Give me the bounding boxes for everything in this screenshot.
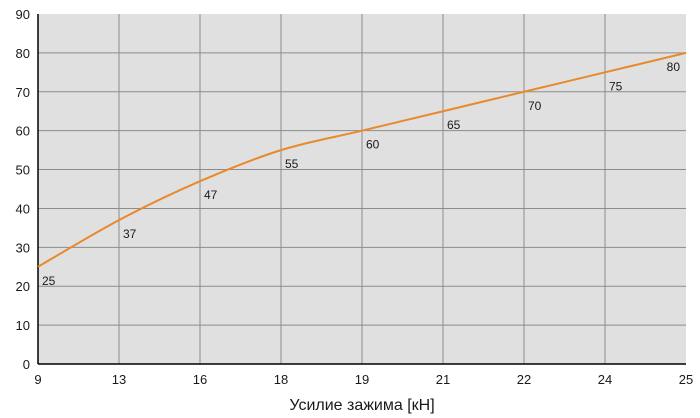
data-label: 55: [285, 157, 299, 171]
x-tick-label: 25: [679, 372, 693, 387]
data-label: 70: [528, 99, 542, 113]
y-tick-label: 30: [16, 240, 30, 255]
y-tick-label: 70: [16, 85, 30, 100]
y-tick-label: 80: [16, 46, 30, 61]
x-tick-label: 16: [193, 372, 207, 387]
x-axis-ticks: 9 13 16 18 19 21 22 24 25: [34, 372, 693, 387]
x-tick-label: 24: [598, 372, 612, 387]
data-label: 80: [667, 60, 681, 74]
y-axis-ticks: 0 10 20 30 40 50 60 70 80 90: [16, 7, 30, 372]
y-tick-label: 0: [23, 357, 30, 372]
data-labels: 25 37 47 55 60 65 70 75 80: [42, 60, 680, 288]
data-label: 37: [123, 227, 137, 241]
y-tick-label: 10: [16, 318, 30, 333]
data-label: 25: [42, 274, 56, 288]
x-tick-label: 21: [436, 372, 450, 387]
data-label: 65: [447, 118, 461, 132]
y-tick-label: 60: [16, 124, 30, 139]
data-label: 47: [204, 188, 218, 202]
y-tick-label: 50: [16, 163, 30, 178]
x-tick-label: 19: [355, 372, 369, 387]
x-tick-label: 9: [34, 372, 41, 387]
grid: [38, 14, 686, 364]
axes: [37, 14, 686, 365]
y-tick-label: 20: [16, 279, 30, 294]
data-label: 75: [609, 79, 623, 93]
x-axis-title: Усилие зажима [кН]: [289, 397, 434, 414]
x-tick-label: 18: [274, 372, 288, 387]
x-tick-label: 13: [112, 372, 126, 387]
y-tick-label: 90: [16, 7, 30, 22]
data-label: 60: [366, 138, 380, 152]
x-tick-label: 22: [517, 372, 531, 387]
y-tick-label: 40: [16, 201, 30, 216]
series-line: [37, 51, 687, 268]
